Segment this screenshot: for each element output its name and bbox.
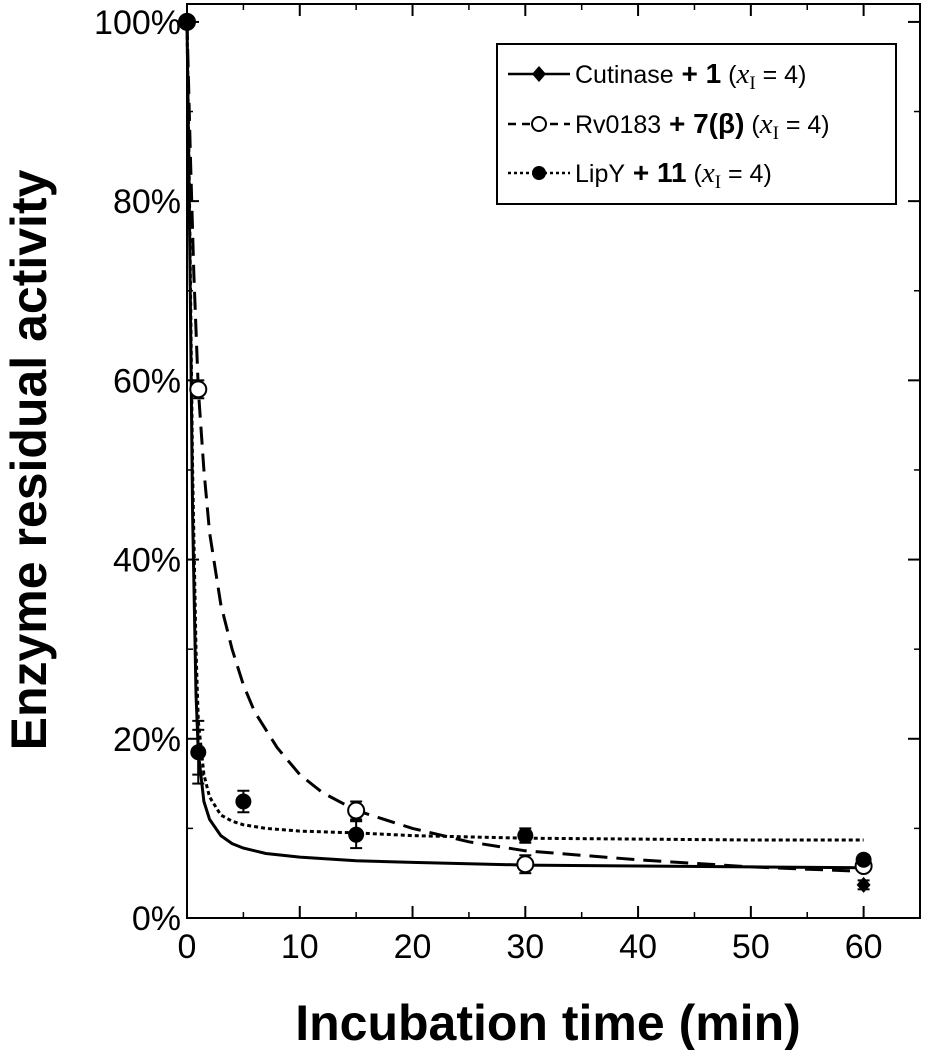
- legend-inhibitor: 1: [706, 58, 722, 89]
- y-tick-label: 80%: [113, 183, 181, 221]
- data-point-lipy: [517, 827, 534, 844]
- y-tick-label: 20%: [113, 721, 181, 759]
- plot-frame: [186, 3, 921, 919]
- legend-condition-var: x: [735, 58, 749, 90]
- fit-curve-lipy: [185, 21, 864, 842]
- legend-marker-rv0183: [531, 116, 547, 132]
- x-tick-label: 10: [281, 928, 319, 966]
- fit-curve-rv0183: [185, 21, 864, 873]
- y-tick-label: 0%: [132, 900, 181, 938]
- data-point-rv0183: [516, 855, 535, 874]
- fit-curve-cutinase: [185, 21, 864, 870]
- legend-label-rv0183: Rv0183 + 7(β) (xI = 4): [575, 108, 830, 144]
- data-point-lipy: [190, 744, 207, 761]
- x-tick-label: 50: [732, 928, 770, 966]
- data-point-rv0183: [347, 801, 366, 820]
- legend-condition-val: = 4: [756, 61, 798, 89]
- legend-enzyme: LipY: [575, 160, 625, 188]
- data-point-cutinase: [856, 876, 871, 893]
- y-tick-label: 40%: [113, 542, 181, 580]
- y-axis-title: Enzyme residual activity: [1, 169, 57, 750]
- legend-enzyme: Cutinase: [575, 61, 674, 89]
- legend-condition-sub: I: [773, 123, 779, 144]
- x-tick-label: 60: [845, 928, 883, 966]
- legend-inhibitor: 11: [657, 157, 687, 188]
- x-tick-label: 20: [394, 928, 432, 966]
- fit-curves: [185, 21, 864, 873]
- legend-label-cutinase: Cutinase + 1 (xI = 4): [575, 58, 806, 94]
- legend-inhibitor: 7(β): [693, 108, 744, 139]
- legend-condition-sub: I: [715, 172, 721, 193]
- x-tick-label: 30: [506, 928, 544, 966]
- data-point-lipy: [348, 826, 365, 843]
- legend-marker-cutinase: [532, 66, 546, 82]
- legend-marker-lipy: [532, 166, 546, 180]
- data-point-lipy: [179, 13, 195, 30]
- x-tick-label: 40: [619, 928, 657, 966]
- legend-label-lipy: LipY + 11 (xI = 4): [575, 157, 772, 193]
- legend: Cutinase + 1 (xI = 4) Rv0183 + 7(β) (xI =…: [496, 43, 897, 205]
- data-point-lipy: [235, 793, 252, 810]
- plot-border: [186, 3, 921, 919]
- legend-enzyme: Rv0183: [575, 111, 661, 139]
- y-tick-label: 100%: [94, 4, 181, 42]
- x-tick-label: 0: [178, 928, 197, 966]
- legend-condition-sub: I: [749, 73, 755, 94]
- data-point-rv0183: [189, 380, 208, 399]
- x-axis-ticks: 0 10 20 30 40 50 60: [178, 4, 883, 966]
- legend-condition-var: x: [701, 157, 715, 189]
- legend-condition-var: x: [759, 108, 773, 140]
- data-point-lipy: [855, 851, 872, 868]
- y-tick-label: 60%: [113, 362, 181, 400]
- y-axis-ticks: 0% 20% 40% 60% 80% 100%: [94, 4, 920, 938]
- legend-box: [496, 43, 897, 205]
- legend-condition-val: = 4: [779, 111, 821, 139]
- data-markers: [178, 12, 873, 893]
- x-axis-title: Incubation time (min): [295, 995, 801, 1050]
- legend-condition-val: = 4: [721, 160, 763, 188]
